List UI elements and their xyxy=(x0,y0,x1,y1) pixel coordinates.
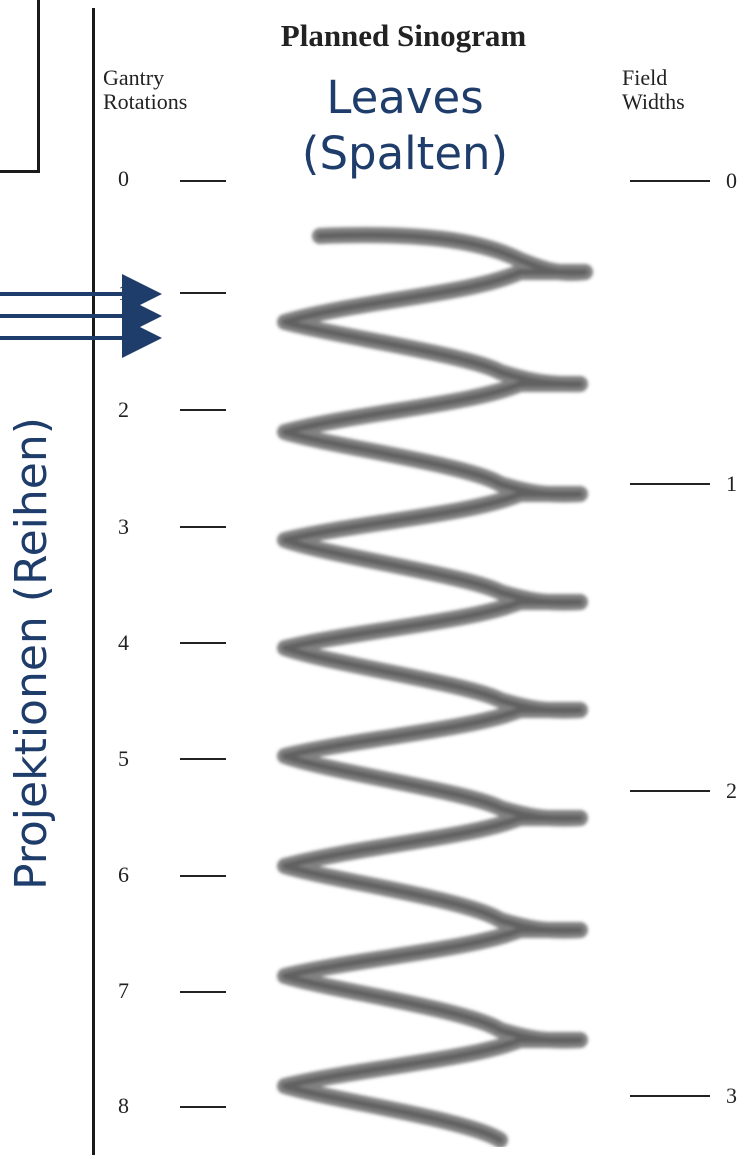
field-width-tick xyxy=(630,180,710,182)
rotation-tick xyxy=(180,642,226,644)
rotation-tick xyxy=(180,409,226,411)
rotation-label: 6 xyxy=(118,862,129,887)
sinogram-trace xyxy=(277,227,593,1147)
rotation-tick xyxy=(180,991,226,993)
rotation-tick xyxy=(180,875,226,877)
field-width-label: 1 xyxy=(726,471,737,496)
field-width-label: 0 xyxy=(726,168,737,193)
rotation-label: 3 xyxy=(118,514,129,539)
rotation-tick xyxy=(180,180,226,182)
rotation-label: 5 xyxy=(118,746,129,771)
label-frame xyxy=(0,0,40,173)
sinogram-trace-core xyxy=(282,232,588,1143)
header-line: Rotations xyxy=(103,89,188,114)
field-width-label: 3 xyxy=(726,1083,737,1108)
header-line: Field xyxy=(622,65,668,90)
annotation-line: Leaves xyxy=(326,71,484,124)
rotation-tick xyxy=(180,292,226,294)
leaves-columns-annotation: Leaves (Spalten) xyxy=(290,70,520,182)
field-width-label: 2 xyxy=(726,778,737,803)
header-line: Widths xyxy=(622,89,685,114)
field-width-tick xyxy=(630,790,710,792)
rotation-label: 2 xyxy=(118,397,129,422)
rotation-tick xyxy=(180,526,226,528)
field-width-tick xyxy=(630,483,710,485)
rotation-tick xyxy=(180,758,226,760)
rotation-label: 0 xyxy=(118,166,129,191)
field-widths-header: Field Widths xyxy=(622,66,685,114)
field-width-tick xyxy=(630,1095,710,1097)
rotation-label: 7 xyxy=(118,978,129,1003)
sinogram-title: Planned Sinogram xyxy=(280,18,527,53)
rotation-tick xyxy=(180,1106,226,1108)
rotation-label: 8 xyxy=(118,1093,129,1118)
gantry-rotations-header: Gantry Rotations xyxy=(103,66,187,114)
rotation-label: 4 xyxy=(118,630,129,655)
annotation-line: (Spalten) xyxy=(301,127,509,180)
vertical-divider xyxy=(92,8,95,1155)
header-line: Gantry xyxy=(103,65,165,90)
